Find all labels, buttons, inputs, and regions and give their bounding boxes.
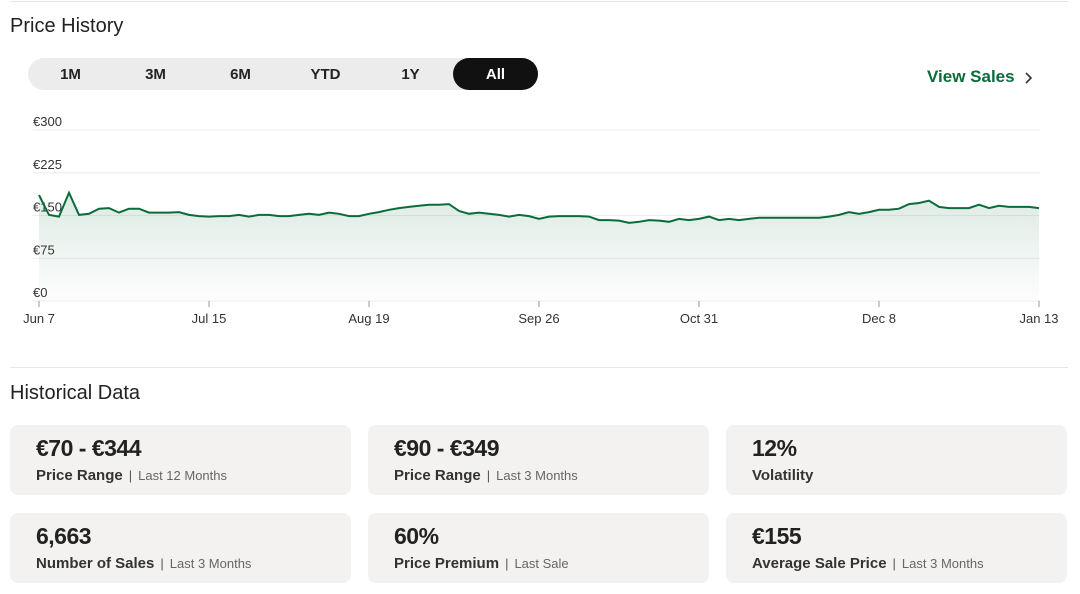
range-tab[interactable]: All [453, 58, 538, 90]
range-tab[interactable]: 3M [145, 65, 166, 83]
stat-period: Last 3 Months [154, 556, 251, 571]
y-tick-label: €225 [33, 157, 62, 172]
stat-card: €155 Average Sale PriceLast 3 Months [726, 513, 1067, 583]
stat-value: 60% [394, 523, 439, 549]
stat-value: €90 - €349 [394, 435, 499, 461]
x-tick-label: Jan 13 [1019, 311, 1058, 326]
y-tick-label: €300 [33, 114, 62, 129]
stat-card: 60% Price PremiumLast Sale [368, 513, 709, 583]
range-tabs: 1M 3M 6M YTD 1Y All [28, 58, 538, 90]
stat-value: 12% [752, 435, 797, 461]
view-sales-link[interactable]: View Sales [927, 67, 1015, 86]
section-title: Price History [10, 15, 124, 37]
stat-label: Volatility [752, 467, 814, 484]
price-line [38, 190, 1040, 224]
stat-label: Price RangeLast 12 Months [36, 467, 325, 484]
stat-label: Number of SalesLast 3 Months [36, 555, 325, 572]
range-tab[interactable]: 1Y [401, 65, 420, 83]
stat-card: €70 - €344 Price RangeLast 12 Months [10, 425, 351, 495]
stat-card: €90 - €349 Price RangeLast 3 Months [368, 425, 709, 495]
x-tick-label: Jun 7 [23, 311, 55, 326]
stat-period: Last Sale [499, 556, 569, 571]
range-tab[interactable]: YTD [310, 65, 341, 83]
stat-period: Last 3 Months [887, 556, 984, 571]
stat-card: 12% Volatility [726, 425, 1067, 495]
x-tick-label: Sep 26 [518, 311, 559, 326]
area-fill [39, 192, 1039, 301]
divider [10, 1, 1068, 2]
stat-label: Average Sale PriceLast 3 Months [752, 555, 1041, 572]
x-tick-label: Aug 19 [348, 311, 389, 326]
divider [10, 367, 1068, 368]
stat-value: €70 - €344 [36, 435, 141, 461]
stat-value: 6,663 [36, 523, 92, 549]
stat-label: Price PremiumLast Sale [394, 555, 683, 572]
section-title: Historical Data [10, 382, 141, 404]
stat-label: Price RangeLast 3 Months [394, 467, 683, 484]
stat-period: Last 12 Months [123, 468, 227, 483]
range-tab[interactable]: 6M [230, 65, 251, 83]
chevron-icon[interactable] [1024, 71, 1034, 85]
stat-value: €155 [752, 523, 802, 549]
stat-period: Last 3 Months [481, 468, 578, 483]
range-tab[interactable]: 1M [60, 65, 81, 83]
stats-grid: €70 - €344 Price RangeLast 12 Months €90 -… [10, 425, 1068, 583]
x-tick-label: Jul 15 [192, 311, 227, 326]
stat-card: 6,663 Number of SalesLast 3 Months [10, 513, 351, 583]
x-tick-label: Dec 8 [862, 311, 896, 326]
x-tick-label: Oct 31 [680, 311, 718, 326]
